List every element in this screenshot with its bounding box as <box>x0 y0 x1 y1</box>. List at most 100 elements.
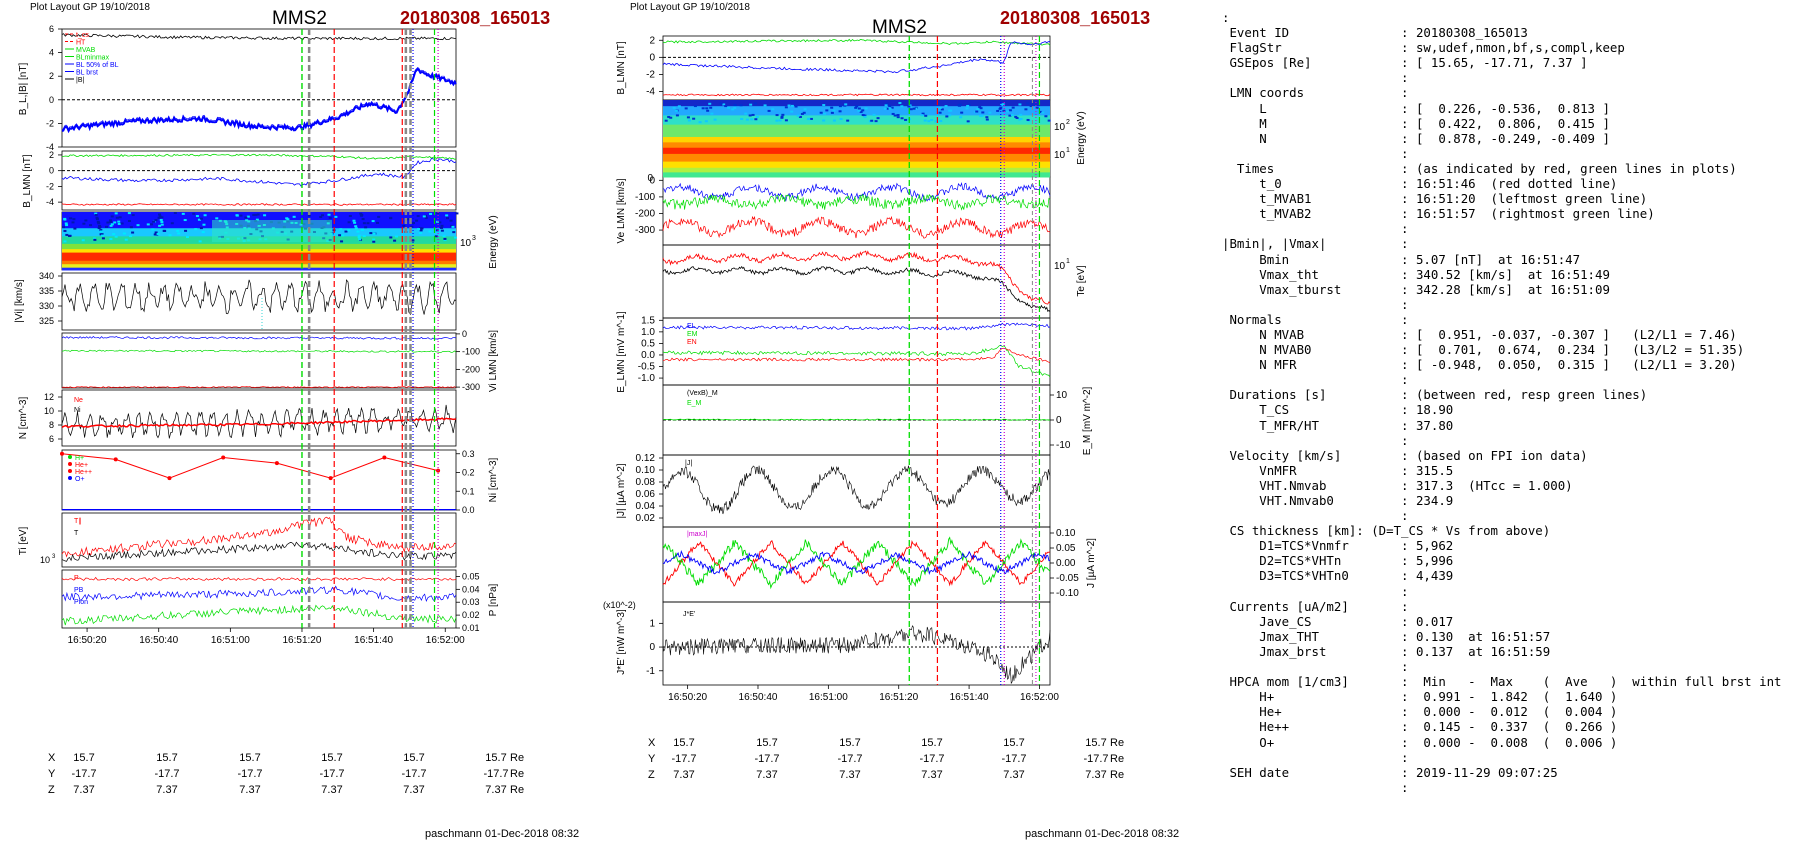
spectrogram-speckle <box>920 114 924 117</box>
position-value: -17.7 <box>71 768 97 780</box>
spectrogram-speckle <box>1010 114 1014 117</box>
spectrogram-speckle <box>445 214 449 217</box>
spectrogram-speckle <box>664 119 668 122</box>
y-tick-label: -0.5 <box>638 362 656 373</box>
spectrogram-band <box>663 115 1050 126</box>
info-line: : <box>1222 10 1230 25</box>
spectrogram-speckle <box>362 222 366 225</box>
spectrogram-speckle <box>948 114 952 117</box>
spectrogram-speckle <box>410 225 414 228</box>
spectrogram-band <box>663 167 1050 173</box>
spectrogram-speckle <box>354 225 358 228</box>
spectrogram-speckle <box>1047 119 1051 122</box>
spectrogram-speckle <box>181 212 185 215</box>
position-value: 7.37 <box>756 769 778 781</box>
spectrogram-speckle <box>784 106 788 109</box>
y-tick-label: -0.10 <box>1056 588 1079 599</box>
spectrogram-speckle <box>376 221 380 224</box>
y-tick-label: -10 <box>1056 440 1071 451</box>
spectrogram-speckle <box>417 228 421 231</box>
spectrogram-speckle <box>94 212 98 215</box>
spectrogram-speckle <box>170 222 174 225</box>
spectrogram-speckle <box>923 119 927 122</box>
legend-label: |maxJ| <box>687 531 708 538</box>
spectrogram-speckle <box>347 221 351 224</box>
spectrogram-speckle <box>263 214 267 217</box>
spectrogram-speckle <box>118 216 122 219</box>
spectrogram-speckle <box>767 109 771 112</box>
spectrogram-speckle <box>832 119 836 122</box>
spectrogram-speckle <box>95 216 99 219</box>
spectrogram-speckle <box>356 230 360 233</box>
y-tick-label: 10 <box>1054 122 1066 133</box>
y-tick-label: 1.5 <box>641 315 655 326</box>
spectrogram-speckle <box>339 228 343 231</box>
position-value: 15.7 <box>403 752 425 764</box>
series-Ni <box>61 404 457 439</box>
spectrogram-speckle <box>675 114 679 117</box>
y-tick-label: 0 <box>49 95 54 105</box>
y-tick-label: -1 <box>646 666 655 677</box>
spectrogram-speckle <box>96 220 100 223</box>
spectrogram-speckle <box>124 238 128 241</box>
spectrogram-speckle <box>452 231 456 234</box>
position-value: 15.7 <box>321 752 343 764</box>
y-tick-label: 0 <box>649 52 655 63</box>
info-line: Jmax_brst : 0.137 at 16:51:59 <box>1222 643 1551 659</box>
position-value: -17.7 <box>1083 753 1109 765</box>
y-axis-title: Energy (eV) <box>488 215 499 268</box>
info-line: Vmax_tburst : 342.28 [km/s] at 16:51:09 <box>1222 281 1610 297</box>
spectrogram-speckle <box>453 236 457 239</box>
middle-layout-label: Plot Layout GP 19/10/2018 <box>630 2 750 13</box>
legend-label: H+ <box>75 455 84 462</box>
spectrogram-speckle <box>73 227 77 230</box>
spectrogram-speckle <box>863 114 867 117</box>
info-line: Bmin : 5.07 [nT] at 16:51:47 <box>1222 251 1581 267</box>
spectrogram-speckle <box>120 222 124 225</box>
spectrogram-speckle <box>890 106 894 109</box>
series-BN <box>61 203 457 206</box>
info-line: t_MVAB2 : 16:51:57 (rightmost green line… <box>1222 206 1655 222</box>
position-row-label: X <box>48 752 56 764</box>
spectrogram-speckle <box>708 102 712 105</box>
position-value: 15.7 <box>485 752 507 764</box>
series-BM <box>61 158 457 187</box>
y-tick-label: 2 <box>1066 119 1070 126</box>
y-tick-label: 3 <box>52 554 56 560</box>
panel-frame <box>662 601 1051 686</box>
spectrogram-speckle <box>884 104 888 107</box>
info-line: : <box>1222 583 1409 599</box>
y-tick-label: 0.10 <box>636 465 656 476</box>
spectrogram-speckle <box>1000 103 1004 106</box>
spectrogram-speckle <box>733 106 737 109</box>
spectrogram-speckle <box>357 236 361 239</box>
spectrogram-speckle <box>934 120 938 123</box>
legend-label: EN <box>687 339 697 346</box>
legend-label: He++ <box>75 469 92 476</box>
y-tick-label: 0 <box>462 329 467 339</box>
spectrogram-speckle <box>106 221 110 224</box>
spectrogram-speckle <box>870 119 874 122</box>
spectrogram-speckle <box>131 214 135 217</box>
series-EL <box>662 322 1051 331</box>
spectrogram-speckle <box>832 109 836 112</box>
spectrogram-speckle <box>321 214 325 217</box>
spectrogram-speckle <box>705 107 709 110</box>
spectrogram-speckle <box>82 222 86 225</box>
y-tick-label: 0.3 <box>462 449 475 459</box>
series-Vi <box>61 279 457 316</box>
spectrogram-speckle <box>440 224 444 227</box>
spectrogram-speckle <box>914 107 918 110</box>
info-line: FlagStr : sw,udef,nmon,bf,s,compl,keep <box>1222 40 1625 56</box>
spectrogram-speckle <box>771 108 775 111</box>
spectrogram-speckle <box>195 215 199 218</box>
y-tick-label: 0.03 <box>462 597 480 607</box>
spectrogram-speckle <box>672 106 676 109</box>
position-value: 7.37 <box>673 769 695 781</box>
spectrogram-speckle <box>419 229 423 232</box>
spectrogram-speckle <box>100 233 104 236</box>
spectrogram-speckle <box>389 236 393 239</box>
spectrogram-speckle <box>352 219 356 222</box>
spectrogram-speckle <box>158 213 162 216</box>
spectrogram-speckle <box>64 222 68 225</box>
